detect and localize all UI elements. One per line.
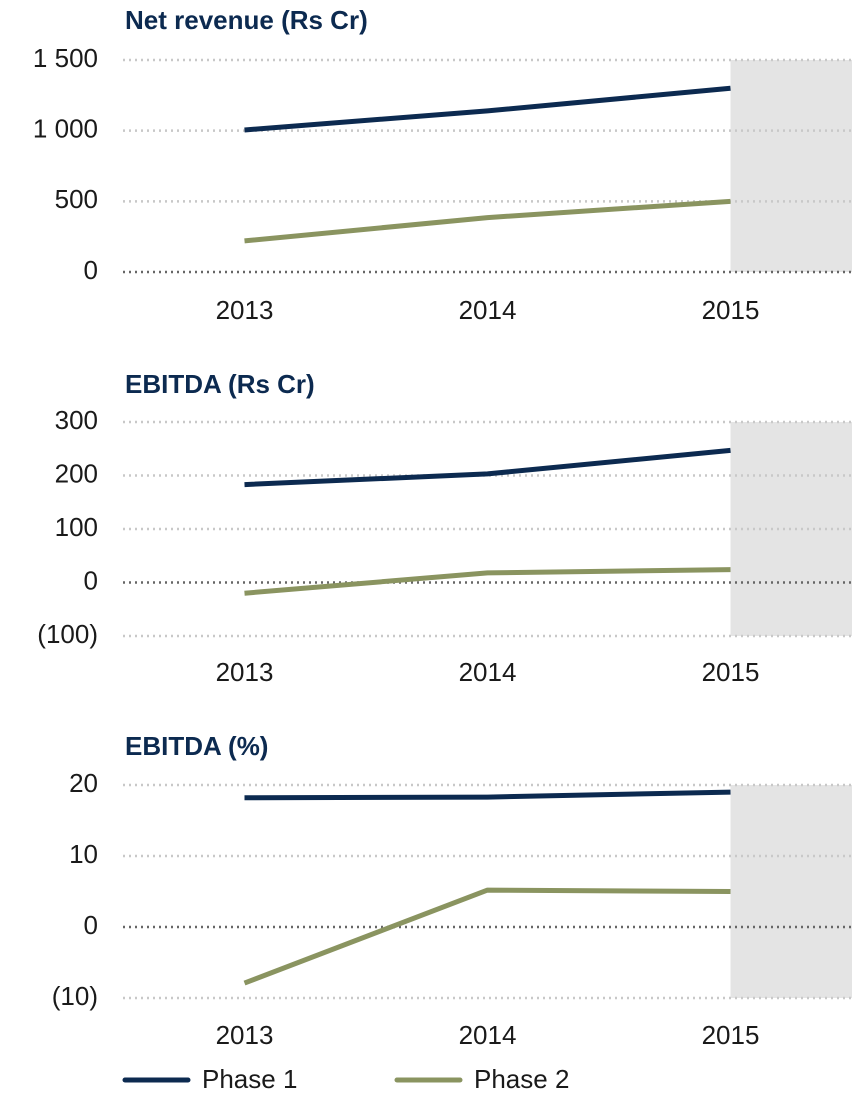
chart-title: EBITDA (%) [125, 731, 268, 761]
y-tick-label: 10 [69, 839, 98, 869]
x-tick-label: 2015 [702, 657, 760, 687]
chart-title: Net revenue (Rs Cr) [125, 5, 368, 35]
y-tick-label: 0 [84, 910, 98, 940]
series-line [244, 789, 731, 801]
x-tick-label: 2014 [459, 295, 517, 325]
x-tick-label: 2013 [216, 657, 274, 687]
y-tick-label: 0 [84, 255, 98, 285]
legend-label: Phase 2 [474, 1064, 569, 1094]
x-tick-label: 2013 [216, 1020, 274, 1050]
y-tick-label: 500 [55, 184, 98, 214]
y-tick-label: 1 000 [33, 114, 98, 144]
chart-title: EBITDA (Rs Cr) [125, 369, 315, 399]
y-tick-label: (100) [37, 619, 98, 649]
x-tick-label: 2014 [459, 1020, 517, 1050]
x-tick-label: 2014 [459, 657, 517, 687]
forecast-shade [730, 60, 852, 272]
x-tick-label: 2015 [702, 1020, 760, 1050]
legend-label: Phase 1 [202, 1064, 297, 1094]
y-tick-label: 20 [69, 768, 98, 798]
x-tick-label: 2013 [216, 295, 274, 325]
series-line [244, 567, 731, 596]
series-line [244, 447, 731, 488]
y-tick-label: 200 [55, 458, 98, 488]
y-tick-label: 100 [55, 512, 98, 542]
series-line [243, 887, 731, 986]
series-line [244, 198, 731, 244]
y-tick-label: 0 [84, 565, 98, 595]
x-tick-label: 2015 [702, 295, 760, 325]
y-tick-label: (10) [52, 981, 98, 1011]
series-line [244, 85, 731, 133]
y-tick-label: 1 500 [33, 43, 98, 73]
y-tick-label: 300 [55, 405, 98, 435]
forecast-shade [730, 785, 852, 998]
